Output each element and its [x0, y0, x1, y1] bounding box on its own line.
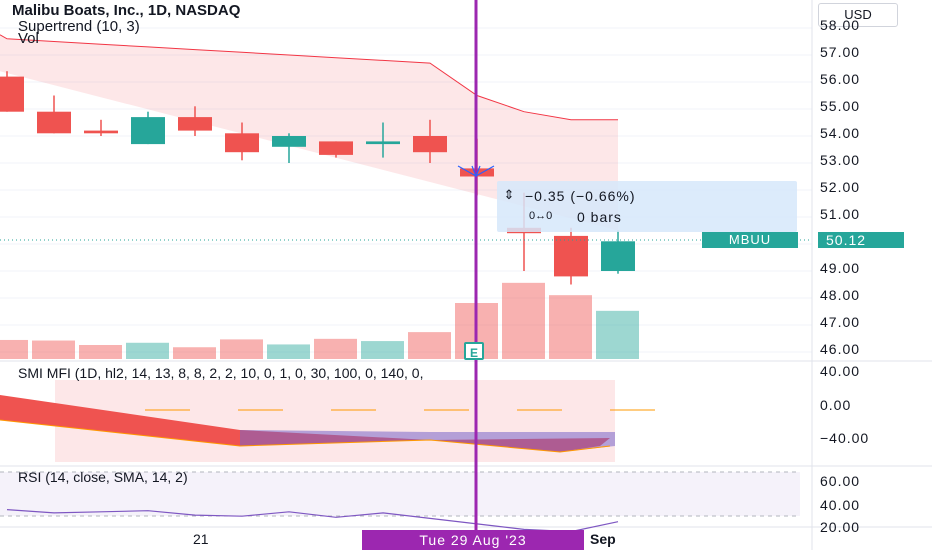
- smi-axis-label: 0.00: [820, 397, 852, 413]
- currency-button[interactable]: USD: [818, 3, 898, 27]
- price-axis-label: 46.00: [820, 341, 861, 357]
- crosshair-date-badge: Tue 29 Aug '23: [362, 530, 584, 550]
- volume-bar: [173, 347, 216, 359]
- volume-bar: [596, 310, 639, 359]
- bars-count-text: 0 bars: [577, 209, 622, 225]
- candle-body: [554, 235, 588, 277]
- volume-indicator-label[interactable]: Vol: [18, 30, 39, 47]
- smi-signal-line: [0, 419, 611, 453]
- time-axis-tick: 21: [193, 531, 209, 547]
- price-axis-label: 54.00: [820, 125, 861, 141]
- mfi-area: [240, 430, 615, 452]
- candle-body: [131, 117, 165, 145]
- volume-bar: [32, 340, 75, 359]
- smi-axis-label: 40.00: [820, 363, 861, 379]
- measure-cursor-icon: [457, 165, 495, 178]
- rsi-axis-label: 20.00: [820, 519, 861, 532]
- last-price-label: 50.12: [818, 232, 904, 248]
- chart-title: Malibu Boats, Inc., 1D, NASDAQ: [12, 2, 241, 19]
- volume-bar: [0, 339, 28, 359]
- candle-body: [84, 130, 118, 134]
- symbol-badge: MBUU: [702, 232, 798, 248]
- price-axis-label: 55.00: [820, 98, 861, 114]
- volume-bar: [549, 295, 592, 359]
- candle-body: [366, 141, 400, 145]
- volume-bar: [220, 339, 263, 359]
- volume-bar: [126, 342, 169, 359]
- price-axis-label: 51.00: [820, 206, 861, 222]
- candle-body: [178, 117, 212, 131]
- volume-bar: [267, 344, 310, 359]
- price-axis-label: 58.00: [820, 17, 861, 33]
- price-axis-label: 49.00: [820, 260, 861, 276]
- price-axis-label: 47.00: [820, 314, 861, 330]
- price-range-icon: ⇕: [503, 187, 515, 202]
- candle-body: [37, 111, 71, 134]
- rsi-axis-label: 40.00: [820, 497, 861, 513]
- volume-bar: [79, 345, 122, 359]
- volume-bar: [314, 338, 357, 359]
- supertrend-line: [0, 34, 618, 121]
- price-axis-label: 48.00: [820, 287, 861, 303]
- earnings-marker[interactable]: E: [464, 342, 484, 360]
- time-axis-tick: Sep: [590, 531, 616, 547]
- rsi-axis-label: 60.00: [820, 473, 861, 489]
- candle-body: [413, 136, 447, 153]
- candle-body: [0, 76, 24, 112]
- measure-tooltip: ⇕ −0.35 (−0.66%) 0↔0 0 bars: [497, 181, 797, 232]
- price-change-text: −0.35 (−0.66%): [525, 188, 636, 204]
- volume-bar: [408, 332, 451, 359]
- volume-bar: [361, 341, 404, 359]
- candle-body: [225, 133, 259, 153]
- price-axis-label: 53.00: [820, 152, 861, 168]
- price-axis-label: 52.00: [820, 179, 861, 195]
- rsi-band: [0, 472, 800, 516]
- smi-axis-label: −40.00: [820, 430, 870, 446]
- candle-body: [272, 136, 306, 147]
- rsi-indicator-label[interactable]: RSI (14, close, SMA, 14, 2): [18, 469, 188, 485]
- price-axis-label: 56.00: [820, 71, 861, 87]
- candle-body: [601, 241, 635, 271]
- candle-body: [319, 141, 353, 155]
- supertrend-fill: [0, 34, 618, 231]
- smi-mfi-indicator-label[interactable]: SMI MFI (1D, hl2, 14, 13, 8, 8, 2, 2, 10…: [18, 365, 424, 381]
- price-axis-label: 57.00: [820, 44, 861, 60]
- supertrend-indicator-label[interactable]: Supertrend (10, 3): [18, 18, 140, 35]
- volume-bar: [502, 282, 545, 359]
- bar-range-icon: 0↔0: [529, 210, 553, 222]
- rsi-line: [6, 509, 619, 533]
